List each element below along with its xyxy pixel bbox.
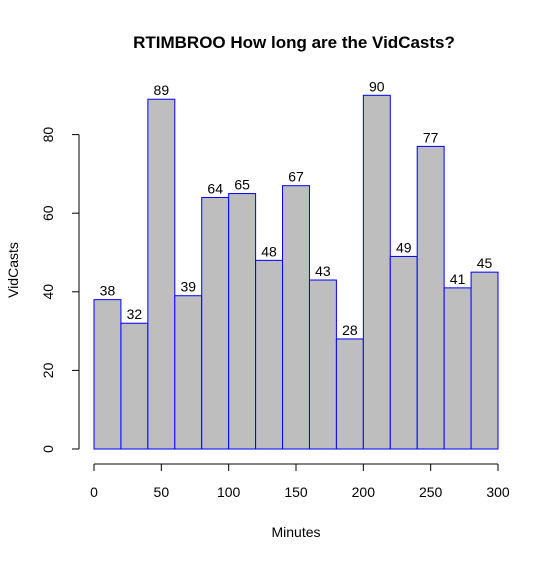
- histogram-bar: [470, 271, 499, 450]
- x-tick-label: 100: [217, 484, 241, 500]
- histogram-bar: [174, 295, 203, 450]
- y-tick-label: 40: [40, 284, 56, 300]
- histogram-bar: [362, 94, 391, 450]
- y-axis-label: VidCasts: [5, 242, 21, 298]
- y-tick-label: 80: [40, 127, 56, 143]
- bar-value-label: 43: [315, 263, 331, 279]
- bars-group: [93, 94, 499, 450]
- bar-value-label: 89: [154, 82, 170, 98]
- histogram-bar: [120, 322, 149, 450]
- bar-value-label: 48: [261, 243, 277, 259]
- x-tick-label: 250: [419, 484, 443, 500]
- x-tick-label: 150: [284, 484, 308, 500]
- bar-value-label: 39: [180, 279, 196, 295]
- histogram-bar: [255, 259, 284, 450]
- y-tick-label: 60: [40, 205, 56, 221]
- bar-value-label: 32: [127, 306, 143, 322]
- bar-value-label: 90: [369, 78, 385, 94]
- x-tick-label: 0: [90, 484, 98, 500]
- histogram-bar: [228, 193, 257, 450]
- histogram-bar: [335, 338, 364, 450]
- bar-value-label: 41: [450, 271, 466, 287]
- chart-title: RTIMBROO How long are the VidCasts?: [133, 33, 455, 52]
- histogram-bar: [308, 279, 337, 450]
- bar-value-label: 77: [423, 129, 439, 145]
- bar-value-label: 45: [477, 255, 493, 271]
- bar-value-label: 67: [288, 169, 304, 185]
- bar-value-label: 38: [100, 283, 116, 299]
- y-axis: 0 20 40 60 80: [40, 127, 80, 453]
- bar-value-label: 28: [342, 322, 358, 338]
- histogram-bar: [416, 145, 445, 450]
- bar-value-label: 64: [207, 180, 223, 196]
- histogram-bar: [201, 196, 230, 450]
- x-axis-label: Minutes: [271, 524, 320, 540]
- x-tick-label: 200: [352, 484, 376, 500]
- histogram-bar: [282, 185, 310, 450]
- histogram-bar: [389, 255, 418, 450]
- x-tick-label: 50: [154, 484, 170, 500]
- x-tick-label: 300: [486, 484, 510, 500]
- x-axis: 0 50 100 150 200 250 300: [90, 463, 510, 500]
- y-tick-label: 0: [40, 445, 56, 453]
- histogram-bar: [147, 98, 176, 450]
- y-tick-label: 20: [40, 362, 56, 378]
- histogram-bar: [93, 299, 122, 450]
- bar-value-label: 49: [396, 239, 412, 255]
- bar-value-label: 65: [234, 177, 250, 193]
- data-labels-group: 38 32 89 39 64 65 48 67 43 28 90 49 77 41 45: [100, 78, 493, 338]
- histogram-bar: [443, 287, 472, 450]
